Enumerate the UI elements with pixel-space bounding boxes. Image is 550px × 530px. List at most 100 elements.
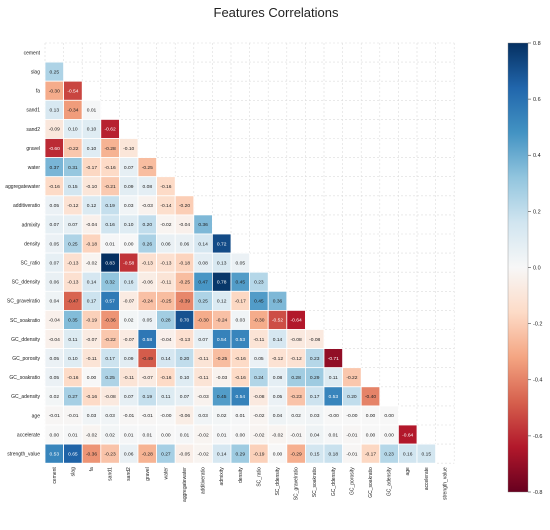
cell-value-label: -0.01 (123, 413, 134, 419)
cell-value-label: 0.05 (50, 203, 60, 209)
y-tick-label: accelerate (17, 432, 40, 438)
cell-value-label: -0.36 (105, 318, 116, 324)
cell-value-label: 0.07 (180, 394, 190, 400)
cell-value-label: 0.07 (198, 337, 208, 343)
cell-value-label: 0.17 (105, 356, 115, 362)
cell-value-label: -0.16 (160, 184, 171, 190)
x-tick-label: additiveratio (201, 467, 207, 494)
cell-value-label: -0.64 (402, 432, 413, 438)
heatmap-cell (416, 443, 437, 464)
y-tick-label: GC_ddensity (11, 337, 40, 343)
cell-value-label: 0.19 (143, 394, 153, 400)
cell-value-label: 0.01 (217, 432, 227, 438)
cell-value-label: -0.02 (272, 432, 283, 438)
cell-value-label: 0.01 (68, 432, 78, 438)
cell-value-label: 0.01 (329, 432, 339, 438)
x-tick-label: cement (52, 467, 58, 484)
x-tick-label: SC_ddensity (275, 467, 281, 496)
cell-value-label: 0.12 (217, 299, 227, 305)
cell-value-label: -0.28 (142, 451, 153, 457)
cell-value-label: -0.10 (123, 146, 134, 152)
cell-value-label: 0.11 (161, 394, 170, 400)
cell-value-label: 0.36 (273, 299, 283, 305)
cell-value-label: 0.00 (236, 432, 246, 438)
cell-value-label: -0.60 (49, 146, 60, 152)
cell-value-label: 0.36 (198, 222, 208, 228)
cell-value-label: 0.37 (50, 165, 60, 171)
cell-value-label: -0.36 (86, 451, 97, 457)
cell-value-label: 0.10 (124, 222, 134, 228)
cell-value-label: -0.16 (86, 394, 97, 400)
cell-value-label: 0.01 (87, 108, 97, 114)
cell-value-label: 0.23 (254, 279, 264, 285)
y-tick-label: cement (24, 50, 41, 56)
cell-value-label: 0.10 (68, 127, 78, 133)
cell-value-label: 0.10 (68, 356, 78, 362)
cell-value-label: 0.15 (422, 451, 432, 457)
x-tick-label: SC_gravelratio (294, 467, 300, 500)
cell-value-label: 0.15 (310, 451, 320, 457)
cell-value-label: -0.02 (86, 432, 97, 438)
cell-value-label: 0.54 (217, 337, 227, 343)
cell-value-label: -0.28 (105, 146, 116, 152)
cell-value-label: -0.04 (49, 337, 60, 343)
cell-value-label: -0.16 (235, 356, 246, 362)
cell-value-label: 0.06 (180, 241, 190, 247)
y-tick-label: admixity (22, 222, 41, 228)
cell-value-label: 0.25 (105, 375, 115, 381)
cell-value-label: -0.11 (198, 375, 209, 381)
cell-value-label: 0.08 (273, 375, 283, 381)
x-tick-label: slag (70, 467, 76, 476)
x-tick-label: admixity (219, 467, 225, 486)
cell-value-label: -0.03 (142, 203, 153, 209)
cell-value-label: -0.17 (365, 451, 376, 457)
cell-value-label: 0.10 (87, 146, 97, 152)
cell-value-label: 0.09 (124, 356, 134, 362)
x-tick-label: GC_porosity (349, 467, 355, 495)
cell-value-label: -0.19 (86, 318, 97, 324)
cell-value-label: 0.02 (291, 413, 301, 419)
cell-value-label: -0.06 (142, 279, 153, 285)
cell-value-label: -0.11 (254, 337, 265, 343)
y-axis-labels: cement slag fa sand1 sand2 gravel water aggrega… (5, 50, 40, 457)
x-tick-label: GC_soakratio (368, 467, 374, 498)
cell-value-label: 0.06 (124, 451, 134, 457)
cell-value-label: 0.78 (217, 279, 227, 285)
cell-value-label: -0.13 (67, 279, 78, 285)
cell-value-label: -0.11 (198, 356, 209, 362)
y-tick-label: age (32, 413, 41, 419)
cell-value-label: 0.20 (347, 394, 357, 400)
cell-value-label: 0.13 (217, 260, 227, 266)
cell-value-label: 0.20 (180, 356, 190, 362)
cell-value-label: 0.07 (68, 222, 78, 228)
cell-value-label: 0.08 (198, 260, 208, 266)
colorbar: 0.8 0.6 0.4 0.2 0.0 -0.2 -0.4 -0.6 -0.8 (507, 41, 542, 496)
cell-value-label: 0.03 (310, 413, 320, 419)
x-tick-label: GC_adensity (387, 467, 393, 496)
cell-value-label: 0.26 (143, 241, 153, 247)
cell-value-label: -0.16 (160, 375, 171, 381)
cell-value-label: 0.58 (143, 337, 153, 343)
x-tick-label: SC_soakratio (312, 467, 318, 497)
cell-value-label: -0.39 (179, 299, 190, 305)
cell-value-label: -0.08 (105, 394, 116, 400)
cell-value-label: -0.01 (346, 432, 357, 438)
chart-title: Features Correlations (214, 5, 339, 20)
cell-value-label: 0.14 (273, 337, 283, 343)
cell-value-label: -0.13 (179, 337, 190, 343)
cell-value-label: 0.00 (384, 413, 394, 419)
cell-value-label: -0.11 (161, 279, 172, 285)
cell-value-label: 0.02 (124, 318, 134, 324)
cell-value-label: 0.57 (105, 299, 115, 305)
x-tick-label: gravel (145, 467, 151, 481)
cell-value-label: 0.28 (291, 375, 301, 381)
cell-value-label: 0.06 (50, 279, 60, 285)
cell-value-label: -0.02 (86, 260, 97, 266)
cell-value-label: 0.05 (50, 356, 60, 362)
cell-value-label: -0.12 (67, 203, 78, 209)
cell-value-label: 0.13 (50, 108, 60, 114)
cell-value-label: -0.01 (67, 413, 78, 419)
cell-value-label: -0.00 (328, 413, 339, 419)
cell-value-label: 0.14 (217, 451, 227, 457)
